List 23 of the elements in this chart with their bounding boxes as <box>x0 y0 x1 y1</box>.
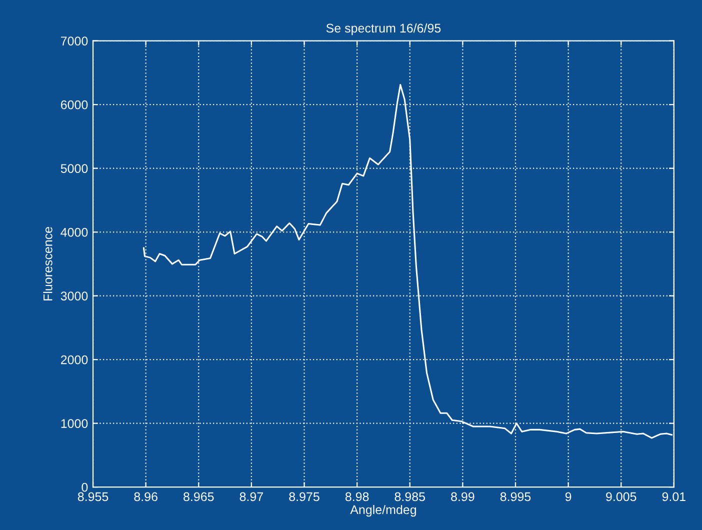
x-tick-label: 8.995 <box>500 492 531 502</box>
y-tick-label: 1000 <box>61 419 88 428</box>
y-axis-title: Fluorescence <box>43 226 52 300</box>
y-tick-label: 4000 <box>60 228 88 237</box>
x-tick-label: 8.96 <box>134 492 158 502</box>
x-tick-label: 9 <box>565 492 572 502</box>
x-tick-label: 8.99 <box>451 492 474 502</box>
y-tick-label: 0 <box>82 482 88 492</box>
x-tick-label: 8.985 <box>394 492 425 502</box>
x-tick-label: 8.97 <box>240 492 263 502</box>
x-tick-label: 8.965 <box>184 492 214 502</box>
y-tick-label: 3000 <box>60 292 88 300</box>
y-tick-label: 7000 <box>60 36 88 46</box>
y-tick-label: 2000 <box>60 355 88 364</box>
x-tick-label: 8.975 <box>289 492 320 502</box>
x-axis-title: Angle/mdeg <box>350 504 416 517</box>
x-tick-label: 8.955 <box>78 492 108 502</box>
y-tick-label: 6000 <box>60 100 88 110</box>
chart-title: Se spectrum 16/6/95 <box>326 23 441 36</box>
x-tick-label: 8.98 <box>345 492 369 502</box>
x-tick-label: 9.01 <box>662 492 686 502</box>
y-tick-label: 5000 <box>60 164 88 173</box>
x-tick-label: 9.005 <box>606 492 636 502</box>
